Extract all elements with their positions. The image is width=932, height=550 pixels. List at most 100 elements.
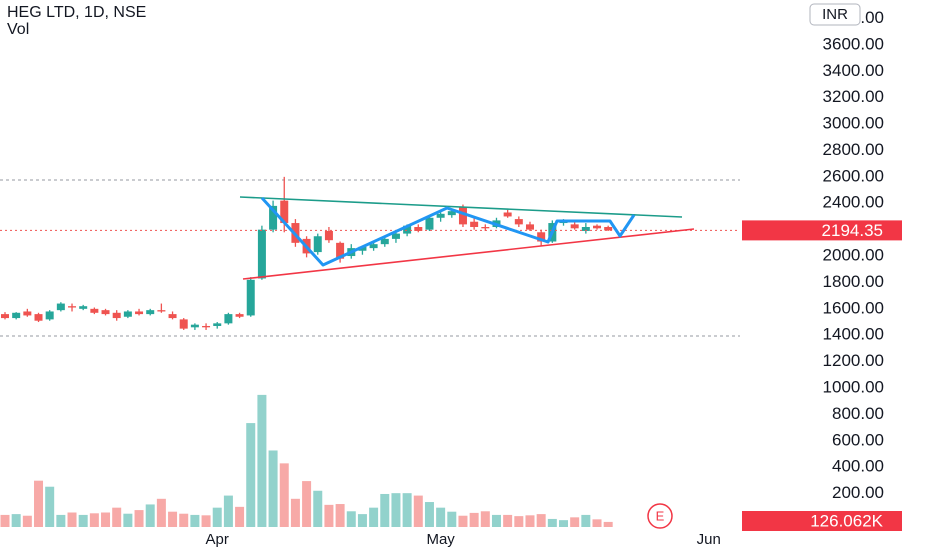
volume-bar (503, 514, 513, 527)
candle-body (369, 244, 378, 249)
candle-body (436, 213, 445, 218)
y-tick-label: 2000.00 (823, 246, 884, 265)
candle-body (235, 314, 244, 317)
volume-bar (201, 515, 211, 527)
currency-label[interactable]: INR (822, 6, 848, 23)
volume-bar (313, 490, 323, 527)
volume-bar (290, 498, 300, 527)
event-marker-label[interactable]: E (656, 508, 665, 523)
y-tick-label: 3000.00 (823, 114, 884, 133)
last-volume-label: 126.062K (810, 511, 883, 530)
y-tick-label: 3600.00 (823, 34, 884, 53)
candle-body (391, 233, 400, 239)
candle-body (604, 227, 613, 231)
candle-body (213, 323, 222, 326)
candle-body (581, 227, 590, 231)
volume-bar (324, 504, 334, 527)
volume-bar (447, 511, 457, 527)
path-drawing (260, 196, 636, 267)
event-marker[interactable] (647, 503, 673, 529)
candle-body (157, 310, 166, 312)
volume-bar (458, 515, 468, 527)
candle-body (447, 211, 456, 216)
candle-body (537, 232, 546, 242)
candle-body (190, 324, 199, 328)
y-tick-label: 2400.00 (823, 193, 884, 212)
volume-bar (112, 507, 122, 527)
candle-body (313, 236, 322, 253)
candle-body (101, 310, 110, 315)
y-tick-label: 1400.00 (823, 325, 884, 344)
candle-body (224, 314, 233, 324)
volume-bar (335, 504, 345, 527)
last-price-box (742, 220, 902, 241)
volume-title: Vol (7, 21, 29, 38)
volume-bar (212, 507, 222, 527)
candle-body (257, 229, 266, 279)
volume-bar (514, 516, 524, 527)
volume-bar (380, 493, 390, 527)
price-axis: 200.00 400.00 600.00 800.00 1000.00 1200.00 14… (206, 8, 902, 548)
y-tick-label: 600.00 (832, 430, 884, 449)
candle-body (112, 312, 121, 319)
volume-bar (536, 514, 546, 527)
volume-bar (145, 504, 155, 527)
candle-body (90, 308, 99, 313)
y-tick-label: 1200.00 (823, 351, 884, 370)
volume-bar (235, 506, 245, 527)
volume-bar (424, 502, 434, 527)
volume-bar (101, 512, 111, 527)
volume-bar (134, 510, 144, 527)
volume-bar (123, 513, 133, 527)
series (0, 176, 740, 527)
trendline-lower (242, 228, 695, 280)
candle-body (68, 306, 77, 308)
y-tick-label: 400.00 (832, 457, 884, 476)
volume-bar (413, 495, 423, 527)
candle-body (425, 217, 434, 230)
candle-body (146, 310, 155, 315)
volume-bar (156, 498, 166, 527)
candle-body (380, 238, 389, 245)
volume-bar (302, 481, 312, 527)
volume-bar (67, 512, 77, 527)
y-tick-label: 1000.00 (823, 378, 884, 397)
candle-body (470, 221, 479, 228)
y-tick-label: 1600.00 (823, 298, 884, 317)
volume-bar (391, 493, 401, 527)
candle-body (23, 311, 32, 316)
trendline-upper (239, 196, 683, 218)
candle-body (403, 225, 412, 234)
candle-body (280, 200, 289, 224)
volume-bar (592, 519, 602, 527)
volume-bar (45, 486, 55, 527)
candle-body (168, 314, 177, 319)
volume-bar (570, 517, 580, 527)
candle-body (525, 224, 534, 230)
volume-bar (246, 423, 256, 527)
volume-bar (190, 514, 200, 527)
currency-button[interactable] (809, 3, 861, 26)
candle-body (1, 314, 9, 319)
volume-bar (491, 514, 501, 527)
candle-body (12, 312, 21, 319)
candle-body (56, 303, 65, 311)
volume-bar (357, 514, 367, 527)
candle-body (269, 205, 278, 230)
candle-body (45, 311, 54, 320)
x-tick-label: Apr (206, 531, 229, 548)
volume-bar (223, 495, 233, 527)
volume-bar (34, 480, 44, 527)
volume-bar (402, 493, 412, 527)
candle-body (358, 246, 367, 251)
volume-bar (11, 514, 21, 527)
y-tick-label: 2800.00 (823, 140, 884, 159)
volume-bar (168, 511, 178, 527)
volume-bar (257, 394, 267, 527)
volume-bar (469, 512, 479, 527)
volume-bar (56, 514, 66, 527)
candle-body (414, 227, 423, 231)
candle-body (458, 207, 467, 225)
